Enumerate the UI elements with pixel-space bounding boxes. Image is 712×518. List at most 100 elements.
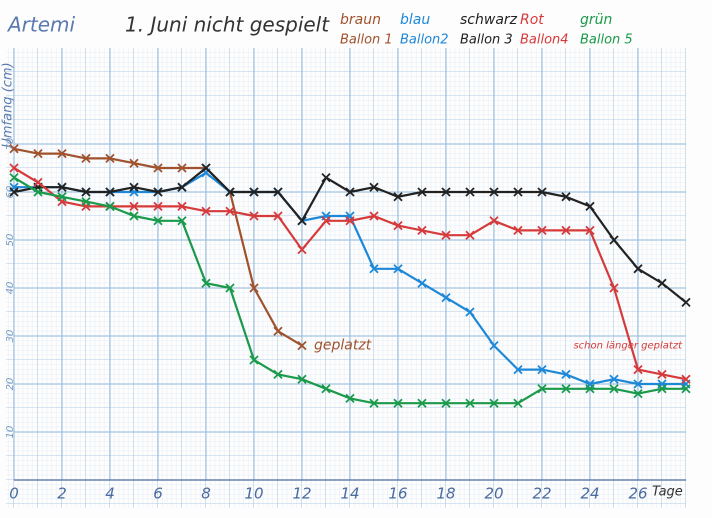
x-tick-label: 20	[484, 485, 503, 503]
y-axis-label: Umfang (cm)	[1, 62, 16, 147]
point-marker	[129, 182, 139, 192]
point-marker	[273, 326, 283, 336]
point-marker	[561, 192, 571, 202]
x-tick-label: 18	[436, 485, 455, 503]
point-marker	[369, 182, 379, 192]
legend-label: Ballon2	[400, 33, 449, 48]
annotation: geplatzt	[314, 338, 372, 354]
point-marker	[225, 206, 235, 216]
point-marker	[33, 187, 43, 197]
point-marker	[249, 283, 259, 293]
legend-color-name: schwarz	[460, 12, 518, 28]
point-marker	[513, 364, 523, 375]
point-marker	[681, 297, 691, 308]
point-marker	[537, 225, 547, 236]
point-marker	[273, 187, 283, 197]
point-marker	[105, 153, 115, 164]
point-marker	[177, 163, 187, 173]
point-marker	[441, 398, 451, 408]
point-marker	[273, 369, 283, 380]
author: Artemi	[6, 13, 76, 37]
point-marker	[225, 283, 235, 293]
point-marker	[657, 278, 667, 288]
point-marker	[249, 355, 259, 365]
point-marker	[105, 201, 115, 212]
point-marker	[369, 398, 379, 408]
point-marker	[33, 177, 43, 188]
y-tick-label: 30	[5, 330, 16, 343]
point-marker	[321, 172, 331, 183]
x-tick-label: 24	[580, 485, 599, 503]
point-marker	[465, 307, 475, 317]
point-marker	[681, 384, 691, 394]
point-marker	[225, 187, 235, 197]
legend-label: Ballon 5	[580, 33, 633, 48]
y-tick-label: 70	[5, 138, 16, 151]
point-marker	[393, 264, 403, 274]
point-marker	[57, 192, 67, 202]
point-marker	[369, 264, 379, 274]
point-marker	[321, 384, 331, 394]
point-marker	[177, 216, 187, 226]
x-tick-label: 16	[388, 485, 407, 503]
legend-label: Ballon4	[520, 33, 569, 48]
point-marker	[153, 163, 163, 173]
point-marker	[249, 187, 259, 197]
point-marker	[129, 201, 139, 212]
point-marker	[465, 398, 475, 408]
point-marker	[201, 206, 211, 216]
point-marker	[633, 364, 643, 375]
point-marker	[537, 364, 547, 375]
y-tick-label: 40	[5, 282, 16, 295]
point-marker	[273, 211, 283, 221]
point-marker	[633, 379, 643, 389]
point-marker	[33, 148, 43, 159]
point-marker	[465, 230, 475, 240]
legend-color-name: blau	[400, 12, 430, 28]
point-marker	[297, 374, 307, 384]
point-marker	[561, 384, 571, 394]
point-marker	[609, 374, 619, 384]
legend-color-name: Rot	[520, 12, 544, 28]
point-marker	[177, 182, 187, 192]
point-marker	[201, 278, 211, 288]
x-tick-label: 8	[201, 485, 211, 503]
x-tick-label: 22	[532, 485, 551, 503]
point-marker	[681, 374, 691, 384]
x-axis-label: Tage	[652, 485, 683, 500]
point-marker	[393, 192, 403, 202]
point-marker	[297, 216, 307, 226]
point-marker	[585, 225, 595, 236]
graph-paper	[6, 48, 686, 508]
point-marker	[513, 225, 523, 236]
point-marker	[489, 187, 499, 197]
point-marker	[345, 393, 355, 404]
point-marker	[177, 201, 187, 212]
point-marker	[81, 153, 91, 164]
y-tick-label: 50	[5, 234, 16, 247]
point-marker	[417, 278, 427, 288]
point-marker	[153, 201, 163, 212]
annotation: schon länger geplatzt	[573, 341, 683, 352]
point-marker	[609, 384, 619, 394]
point-marker	[9, 187, 19, 197]
point-marker	[321, 216, 331, 226]
point-marker	[81, 187, 91, 197]
point-marker	[441, 230, 451, 240]
x-tick-label: 14	[340, 485, 359, 503]
x-tick-label: 12	[292, 485, 311, 503]
point-marker	[465, 187, 475, 197]
point-marker	[417, 187, 427, 197]
point-marker	[81, 196, 91, 207]
x-tick-label: 4	[105, 485, 115, 503]
point-marker	[129, 158, 139, 168]
point-marker	[153, 187, 163, 197]
legend-label: Ballon 3	[460, 33, 513, 48]
point-marker	[153, 216, 163, 226]
y-tick-label: 20	[5, 378, 16, 391]
point-marker	[585, 201, 595, 212]
point-marker	[537, 187, 547, 197]
point-marker	[489, 216, 499, 226]
point-marker	[489, 340, 499, 351]
